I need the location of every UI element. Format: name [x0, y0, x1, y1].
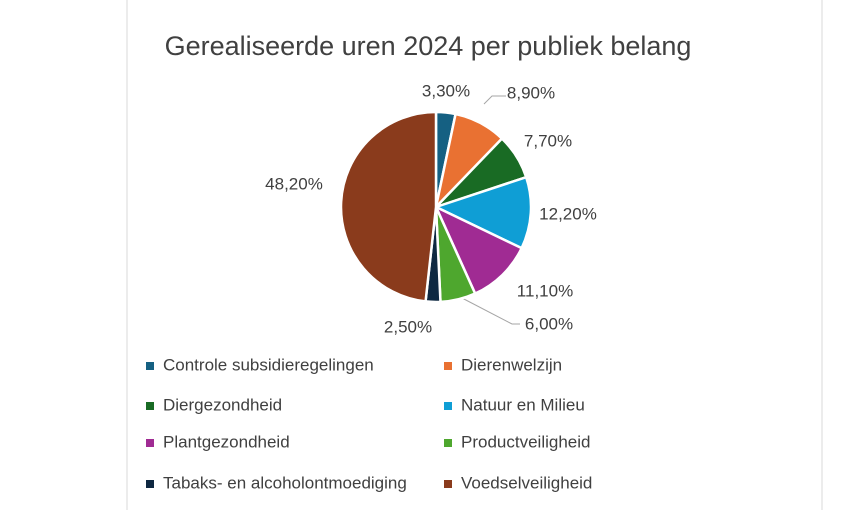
legend-label: Plantgezondheid	[163, 432, 290, 451]
legend-swatch	[146, 480, 154, 488]
legend-label: Dierenwelzijn	[461, 355, 562, 374]
legend-label: Controle subsidieregelingen	[163, 355, 374, 374]
legend-swatch	[444, 439, 452, 447]
leader-line	[461, 297, 520, 325]
leader-line	[483, 95, 506, 105]
data-label: 2,50%	[384, 317, 432, 336]
legend-label: Tabaks- en alcoholontmoediging	[163, 473, 407, 492]
legend-swatch	[444, 480, 452, 488]
data-label: 12,20%	[539, 204, 597, 223]
data-label: 6,00%	[525, 314, 573, 333]
data-label: 3,30%	[422, 81, 470, 100]
legend-swatch	[146, 439, 154, 447]
pie-slice	[433, 204, 524, 296]
legend-label: Productveiligheid	[461, 432, 590, 451]
legend-swatch	[146, 362, 154, 370]
pie-slice	[339, 110, 438, 303]
legend-swatch	[146, 402, 154, 410]
pie-slice	[432, 175, 533, 250]
data-label: 48,20%	[265, 174, 323, 193]
legend-label: Natuur en Milieu	[461, 395, 585, 414]
legend-swatch	[444, 362, 452, 370]
data-label: 8,90%	[507, 83, 555, 102]
data-label: 11,10%	[517, 281, 573, 300]
legend-label: Voedselveiligheid	[461, 473, 592, 492]
chart-title: Gerealiseerde uren 2024 per publiek bela…	[165, 31, 692, 61]
data-label: 7,70%	[524, 131, 572, 150]
legend-label: Diergezondheid	[163, 395, 282, 414]
legend-swatch	[444, 402, 452, 410]
